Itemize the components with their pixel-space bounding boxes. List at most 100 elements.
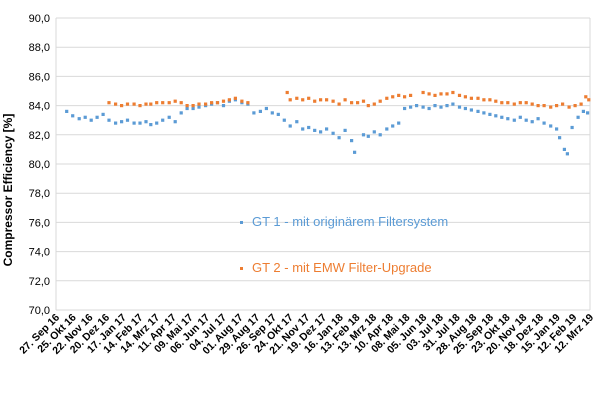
data-point (325, 127, 329, 131)
data-point (270, 111, 274, 115)
data-point (439, 105, 443, 109)
data-point (391, 95, 395, 99)
y-tick-label: 74,0 (29, 247, 50, 259)
data-point (530, 120, 534, 124)
data-point (221, 99, 226, 103)
data-point (536, 117, 540, 121)
data-point (476, 109, 480, 113)
data-point (469, 96, 473, 100)
data-point (581, 109, 585, 113)
data-point (343, 98, 347, 102)
data-point (246, 101, 250, 105)
data-point (549, 105, 553, 109)
data-point (71, 114, 75, 118)
data-point (378, 133, 382, 137)
data-point (494, 99, 498, 103)
data-point (463, 106, 467, 111)
data-point (555, 104, 559, 108)
data-point (65, 109, 69, 113)
data-point (185, 106, 189, 111)
data-point (584, 95, 588, 99)
data-point (120, 120, 124, 124)
data-point (488, 98, 492, 102)
data-point (542, 104, 546, 108)
data-point (215, 101, 220, 105)
data-point (542, 121, 546, 125)
data-point (331, 99, 335, 103)
data-point (555, 127, 559, 131)
data-point (307, 125, 311, 130)
data-point (155, 121, 159, 125)
data-point (276, 112, 280, 116)
data-point (570, 125, 574, 130)
data-point (144, 120, 148, 124)
data-point (83, 115, 87, 119)
data-point (573, 104, 577, 108)
data-point (144, 102, 148, 106)
data-point (587, 98, 591, 102)
data-point (337, 102, 341, 106)
data-point (319, 98, 323, 102)
data-point (476, 96, 480, 100)
data-point (403, 95, 407, 99)
data-point (463, 95, 467, 99)
data-point (138, 121, 142, 125)
y-tick-label: 76,0 (29, 217, 50, 229)
data-point (179, 101, 183, 105)
data-point (530, 102, 534, 106)
data-point (500, 115, 504, 119)
legend-label-1: GT 1 - mit originärem Filtersystem (252, 214, 448, 229)
data-point (295, 96, 299, 100)
y-tick-label: 90,0 (29, 13, 50, 25)
data-point (457, 93, 462, 97)
data-point (107, 118, 111, 122)
data-point (125, 118, 130, 122)
legend-marker-1 (240, 221, 243, 224)
data-point (415, 104, 419, 108)
data-point (167, 101, 171, 105)
data-point (512, 118, 516, 122)
y-tick-label: 82,0 (29, 130, 50, 142)
data-point (567, 105, 571, 109)
data-point (282, 118, 286, 122)
y-axis-tick-labels: 70,0 72,0 74,0 76,0 78,0 80,0 82,0 84,0 86,0 88,0… (29, 13, 50, 317)
data-point (210, 101, 214, 105)
data-point (451, 90, 455, 95)
y-tick-label: 86,0 (29, 71, 50, 83)
legend-label-2: GT 2 - mit EMW Filter-Upgrade (252, 260, 432, 275)
data-point (391, 124, 395, 128)
data-point (439, 92, 443, 96)
data-point (482, 111, 486, 115)
y-tick-label: 78,0 (29, 188, 50, 200)
y-tick-label: 84,0 (29, 101, 50, 113)
data-point (125, 102, 130, 106)
data-point (167, 115, 171, 119)
series-1 (65, 98, 590, 156)
data-point (445, 104, 449, 108)
data-point (313, 128, 317, 132)
data-point (488, 112, 492, 116)
data-point (313, 99, 317, 103)
y-axis-label: Compressor Efficiency [%] (1, 114, 15, 267)
y-tick-label: 72,0 (29, 276, 50, 288)
data-point (409, 93, 413, 97)
data-point (161, 101, 165, 105)
data-point (114, 121, 118, 125)
data-point (221, 104, 226, 108)
data-point (77, 117, 81, 121)
data-point (361, 99, 366, 103)
data-point (319, 130, 323, 134)
data-point (558, 136, 562, 140)
data-point (95, 115, 99, 119)
data-point (482, 98, 486, 102)
data-point (301, 127, 305, 131)
data-point (361, 133, 366, 137)
data-point (285, 90, 289, 95)
series-2 (107, 90, 591, 109)
data-point (185, 104, 189, 108)
data-point (173, 120, 177, 124)
data-point (451, 102, 455, 106)
data-point (494, 114, 498, 118)
data-point (337, 136, 341, 140)
data-point (107, 101, 111, 105)
